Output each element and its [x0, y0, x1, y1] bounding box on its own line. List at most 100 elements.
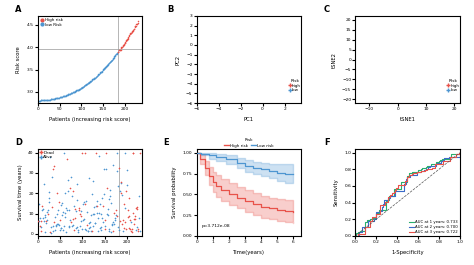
Point	[410, 37, 417, 41]
Point	[89, 224, 96, 228]
Point	[286, 60, 293, 64]
Point	[409, 40, 417, 44]
Point	[87, 220, 94, 224]
Point	[294, 41, 301, 46]
Point	[261, 61, 268, 65]
AUC at 1 years: 0.733: (0.0905, 0.167): 0.733: (0.0905, 0.167)	[362, 220, 368, 224]
Point	[109, 220, 116, 224]
Point	[380, 58, 388, 62]
Point	[372, 72, 380, 76]
Point	[249, 47, 256, 51]
AUC at 1 years: 0.733: (0.722, 0.859): 0.733: (0.722, 0.859)	[428, 163, 434, 166]
Point	[273, 65, 281, 69]
Point	[89, 212, 97, 216]
Point	[402, 58, 410, 62]
Point	[243, 48, 251, 52]
Point	[368, 83, 376, 87]
AUC at 2 years: 0.700: (0.751, 0.84): 0.700: (0.751, 0.84)	[431, 165, 437, 168]
Point	[74, 88, 82, 92]
Point	[77, 209, 85, 213]
Point	[49, 167, 57, 171]
Point	[264, 56, 271, 60]
Point	[100, 67, 107, 72]
Line: AUC at 1 years: 0.733: AUC at 1 years: 0.733	[356, 153, 460, 236]
Point	[283, 56, 291, 61]
Point	[419, 33, 427, 37]
Point	[127, 31, 134, 35]
Point	[35, 99, 42, 103]
Point	[381, 67, 388, 71]
Point	[410, 47, 418, 51]
Point	[122, 206, 129, 210]
Point	[431, 59, 438, 63]
Point	[104, 207, 112, 211]
Point	[102, 151, 109, 155]
AUC at 2 years: 0.700: (0.679, 0.806): 0.700: (0.679, 0.806)	[423, 167, 429, 170]
Point	[414, 59, 421, 63]
Point	[388, 48, 396, 52]
Point	[231, 46, 238, 51]
Point	[233, 28, 241, 32]
Point	[247, 48, 255, 53]
Point	[35, 218, 42, 223]
Point	[371, 67, 378, 72]
Point	[376, 55, 384, 60]
Point	[104, 63, 111, 67]
AUC at 3 years: 0.722: (0, 0): 0.722: (0, 0)	[353, 234, 358, 237]
Point	[289, 48, 297, 52]
AUC at 3 years: 0.722: (0.235, 0.329): 0.722: (0.235, 0.329)	[377, 207, 383, 210]
AUC at 3 years: 0.722: (0.335, 0.492): 0.722: (0.335, 0.492)	[388, 193, 393, 197]
Point	[87, 79, 95, 83]
Point	[113, 214, 121, 218]
Point	[70, 204, 78, 208]
Point	[228, 32, 235, 36]
Point	[91, 212, 98, 217]
Point	[410, 46, 418, 51]
AUC at 3 years: 0.722: (0.629, 0.774): 0.722: (0.629, 0.774)	[418, 170, 424, 173]
Point	[258, 47, 266, 51]
Point	[423, 20, 430, 25]
Point	[260, 46, 268, 51]
Point	[387, 56, 394, 60]
Point	[68, 91, 76, 95]
Point	[112, 208, 119, 213]
AUC at 2 years: 0.700: (0.816, 0.904): 0.700: (0.816, 0.904)	[438, 159, 443, 162]
AUC at 1 years: 0.733: (0.442, 0.647): 0.733: (0.442, 0.647)	[399, 180, 404, 184]
Point	[37, 229, 45, 233]
AUC at 1 years: 0.733: (0.0208, 0.0424): 0.733: (0.0208, 0.0424)	[355, 231, 360, 234]
Point	[109, 228, 117, 233]
Point	[253, 54, 261, 58]
Point	[120, 226, 128, 230]
Point	[271, 28, 279, 32]
Point	[374, 79, 382, 83]
Point	[96, 71, 103, 76]
Point	[228, 32, 235, 36]
Point	[421, 26, 429, 30]
Point	[115, 50, 122, 54]
Point	[242, 29, 250, 34]
Point	[402, 38, 410, 42]
AUC at 2 years: 0.700: (0.264, 0.358): 0.700: (0.264, 0.358)	[380, 205, 386, 208]
Point	[415, 78, 422, 82]
Point	[83, 82, 91, 86]
Point	[114, 184, 122, 188]
Point	[368, 69, 376, 74]
Point	[277, 41, 284, 46]
Point	[100, 192, 108, 196]
Point	[46, 98, 54, 102]
Point	[438, 30, 445, 34]
Point	[74, 88, 82, 92]
Point	[94, 229, 102, 233]
Point	[61, 215, 68, 219]
Point	[77, 86, 85, 90]
AUC at 3 years: 0.722: (0.235, 0.365): 0.722: (0.235, 0.365)	[377, 204, 383, 207]
Point	[128, 227, 136, 231]
Point	[379, 58, 386, 63]
Point	[75, 208, 83, 212]
Point	[264, 43, 272, 47]
Point	[241, 32, 249, 36]
X-axis label: 1-Specificity: 1-Specificity	[391, 250, 424, 255]
Point	[55, 223, 63, 227]
Point	[252, 51, 260, 56]
Point	[285, 44, 292, 48]
